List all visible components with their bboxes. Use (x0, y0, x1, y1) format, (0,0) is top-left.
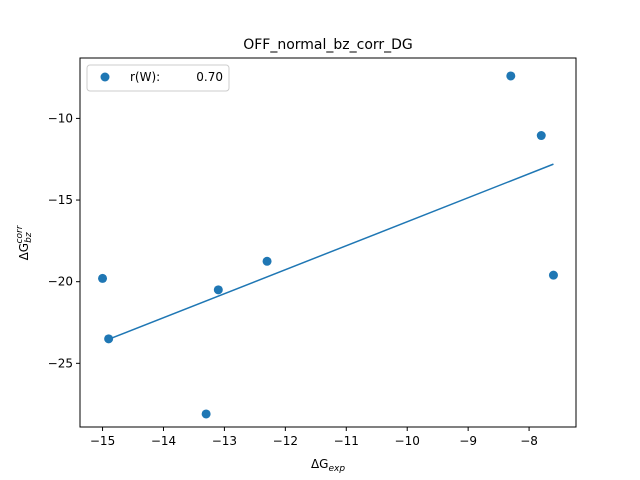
y-tick-label: −20 (48, 275, 73, 289)
y-tick-label: −15 (48, 193, 73, 207)
x-tick-label: −8 (520, 434, 538, 448)
legend-value: 0.70 (196, 70, 223, 84)
data-point-1 (98, 273, 108, 283)
y-axis-label: ΔGbzcorr (15, 224, 34, 260)
plot-area (80, 58, 576, 427)
x-tick-label: −12 (273, 434, 298, 448)
chart-title: OFF_normal_bz_corr_DG (243, 37, 413, 53)
data-point-4 (213, 285, 223, 295)
data-point-3 (201, 409, 211, 419)
axes-frame (79, 57, 577, 428)
y-axis-label-base: ΔG (17, 243, 31, 261)
data-point-8 (548, 270, 558, 280)
fit-line (105, 163, 554, 342)
x-tick-label: −11 (334, 434, 359, 448)
y-axis-ticks: −25 −20 −15 −10 (48, 111, 80, 370)
x-tick-label: −10 (395, 434, 420, 448)
data-point-7 (536, 131, 546, 141)
data-point-5 (262, 256, 272, 266)
legend-box (86, 64, 230, 92)
x-axis-label-subscript: exp (328, 464, 345, 474)
y-tick-label: −25 (48, 356, 73, 370)
legend: r(W): 0.70 (86, 64, 230, 92)
x-axis-ticks: −15 −14 −13 −12 −11 −10 −9 −8 (90, 427, 538, 448)
x-axis-label: ΔGexp (311, 457, 345, 474)
x-axis-label-base: ΔG (311, 457, 329, 471)
x-tick-label: −15 (90, 434, 115, 448)
y-axis-label-subscript: bz (24, 232, 34, 243)
x-tick-label: −13 (212, 434, 237, 448)
fit-line-layer (105, 163, 554, 342)
legend-label: r(W): (130, 70, 160, 84)
data-point-2 (104, 334, 114, 344)
data-points (98, 71, 558, 419)
x-tick-label: −9 (459, 434, 477, 448)
data-point-6 (506, 71, 516, 81)
y-tick-label: −10 (48, 111, 73, 125)
legend-marker (100, 72, 110, 82)
y-axis-label-superscript: corr (15, 224, 25, 243)
x-tick-label: −14 (151, 434, 176, 448)
